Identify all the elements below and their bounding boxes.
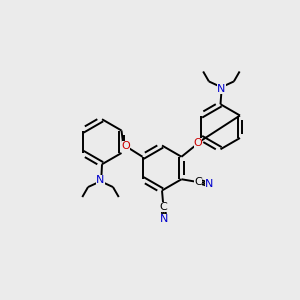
Text: C: C: [194, 177, 202, 187]
Text: O: O: [194, 138, 202, 148]
Text: N: N: [205, 179, 214, 189]
Text: N: N: [160, 214, 169, 224]
Text: O: O: [122, 141, 130, 151]
Text: N: N: [217, 84, 226, 94]
Text: C: C: [160, 202, 167, 212]
Text: N: N: [96, 175, 105, 185]
